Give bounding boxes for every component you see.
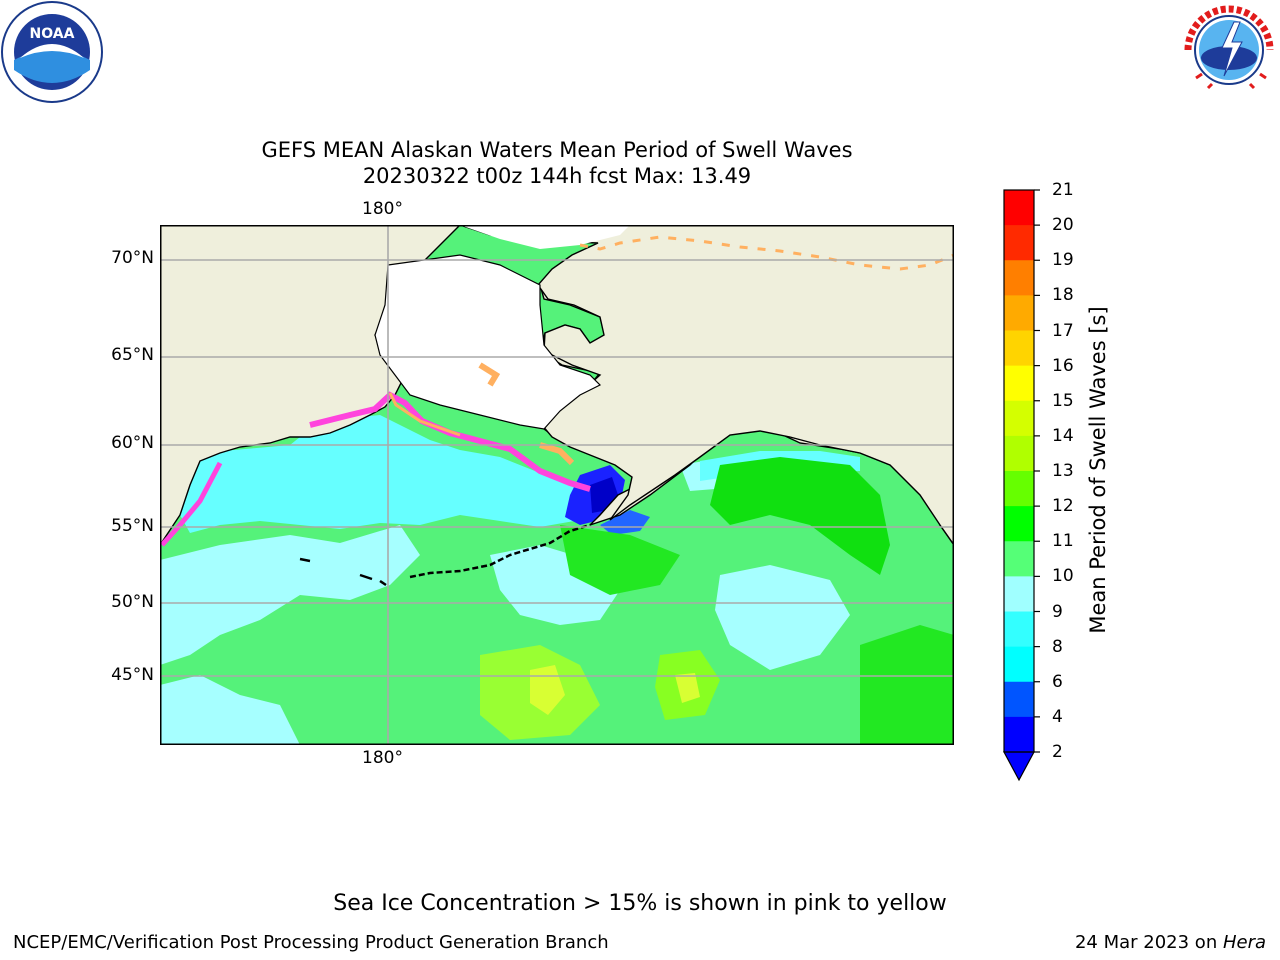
footer-date: 24 Mar 2023 on — [1074, 932, 1223, 953]
colorbar-tick-label: 14 — [1052, 425, 1074, 446]
nws-logo — [1178, 0, 1280, 100]
lat-label-45: 45°N — [111, 665, 154, 685]
swell-11s-region — [860, 625, 954, 745]
colorbar-tick-label: 6 — [1052, 671, 1063, 692]
sea-ice-note: Sea Ice Concentration > 15% is shown in … — [333, 891, 947, 916]
sea-ice-edge — [160, 461, 223, 547]
colorbar-tick-label: 10 — [1052, 566, 1074, 587]
colorbar-tick-label: 18 — [1052, 285, 1074, 306]
colorbar-band — [1004, 330, 1034, 367]
colorbar-tick-label: 15 — [1052, 390, 1074, 411]
graticule — [160, 225, 954, 745]
lat-label-50: 50°N — [111, 592, 154, 612]
sea-ice-edge — [579, 235, 954, 271]
lat-label-60: 60°N — [111, 433, 154, 453]
gulf-low-swell — [600, 510, 650, 535]
swell-11s-region — [560, 525, 680, 595]
colorbar-band — [1004, 541, 1034, 577]
colorbar-label: Mean Period of Swell Waves [s] — [1086, 306, 1110, 634]
colorbar-tick-label: 21 — [1052, 180, 1074, 200]
swell-8-9s-region — [160, 675, 300, 745]
aleutian-islands — [409, 523, 591, 579]
colorbar-band — [1004, 506, 1034, 542]
colorbar-band — [1004, 681, 1034, 718]
colorbar-extension — [1002, 751, 1036, 782]
sea-ice-edge — [388, 392, 461, 437]
colorbar-tick-label: 19 — [1052, 250, 1074, 271]
colorbar-tick-label: 17 — [1052, 320, 1074, 341]
chart-title-line1: GEFS MEAN Alaskan Waters Mean Period of … — [261, 138, 853, 162]
swell-12-13s-region — [530, 665, 565, 715]
aleutian-islands — [299, 557, 387, 587]
lat-label-55: 55°N — [111, 516, 154, 536]
footer-right: 24 Mar 2023 on Hera — [1075, 932, 1266, 954]
ice-covered-area — [460, 225, 630, 249]
colorbar-band — [1004, 435, 1034, 472]
colorbar-band — [1004, 295, 1034, 331]
colorbar-tick-label: 12 — [1052, 496, 1074, 517]
swell-period-map — [160, 225, 954, 745]
colorbar-band — [1004, 190, 1034, 226]
noaa-logo: NOAA — [0, 0, 104, 104]
lon-label-bottom: 180° — [362, 748, 403, 768]
colorbar-band — [1004, 716, 1034, 753]
lon-label-top: 180° — [362, 199, 403, 219]
colorbar-band — [1004, 400, 1034, 437]
colorbar — [1002, 189, 1040, 782]
colorbar-band — [1004, 576, 1034, 612]
colorbar-tick-label: 8 — [1052, 636, 1063, 657]
colorbar-tick-label: 13 — [1052, 461, 1074, 481]
swell-11s-region — [710, 457, 890, 575]
colorbar-tick-label: 2 — [1052, 742, 1063, 762]
swell-8-9s-region — [715, 565, 850, 670]
chart-title-line2: 20230322 t00z 144h fcst Max: 13.49 — [362, 164, 752, 188]
noaa-logo-text: NOAA — [30, 26, 75, 42]
colorbar-tick-label: 9 — [1052, 601, 1063, 622]
footer-left: NCEP/EMC/Verification Post Processing Pr… — [13, 932, 609, 953]
colorbar-band — [1004, 225, 1034, 261]
lat-label-65: 65°N — [111, 345, 154, 365]
colorbar-tick-label: 4 — [1052, 706, 1063, 727]
map-frame — [160, 225, 954, 745]
colorbar-tick-label: 16 — [1052, 355, 1074, 376]
colorbar-band — [1004, 611, 1034, 648]
bering-sea-swell — [180, 415, 600, 533]
colorbar-tick-label: 20 — [1052, 215, 1074, 236]
ice-covered-area — [374, 254, 602, 430]
colorbar-band — [1004, 365, 1034, 402]
footer-host: Hera — [1222, 932, 1266, 953]
lat-label-70: 70°N — [111, 248, 154, 268]
swell-12-13s-region — [675, 673, 700, 703]
swell-8-9s-region — [160, 525, 420, 665]
sea-ice-edge — [478, 362, 501, 387]
colorbar-tick-label: 11 — [1052, 531, 1074, 552]
colorbar-band — [1004, 646, 1034, 683]
colorbar-band — [1004, 471, 1034, 507]
sea-ice-edge — [539, 442, 575, 466]
colorbar-band — [1004, 260, 1034, 296]
